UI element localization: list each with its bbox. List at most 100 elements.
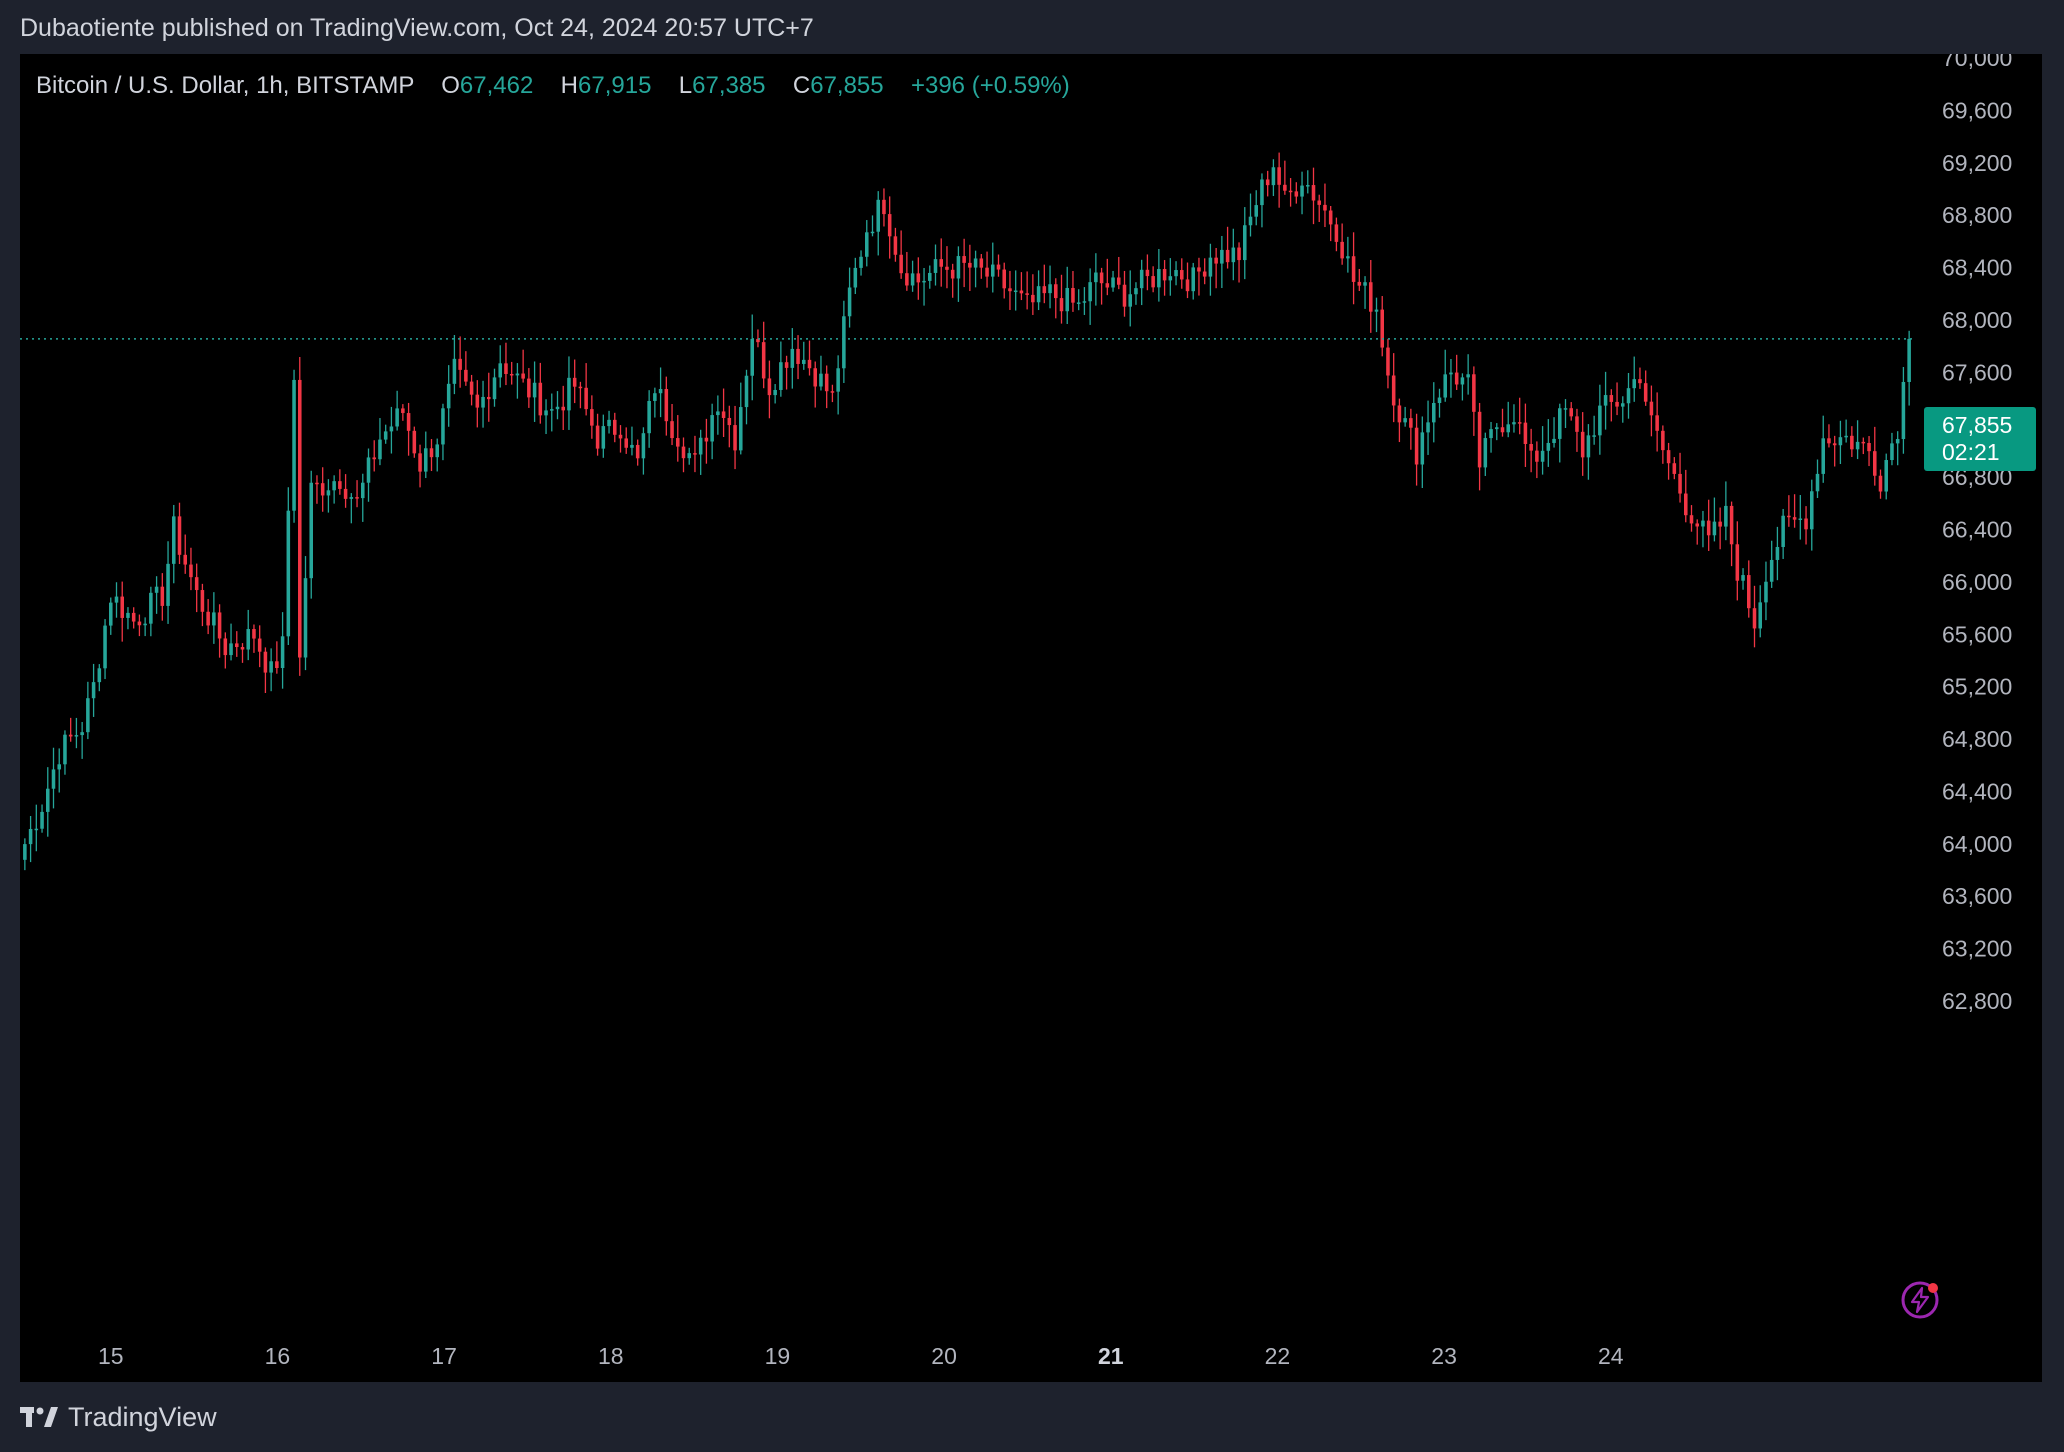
candle — [1517, 397, 1522, 435]
candle — [1569, 402, 1574, 421]
candle — [257, 625, 262, 668]
candle — [1271, 159, 1276, 197]
candle — [647, 390, 651, 448]
x-tick-label: 15 — [98, 1343, 124, 1369]
candle — [796, 335, 800, 380]
candle — [1139, 259, 1144, 306]
candle — [653, 387, 657, 418]
candle — [630, 426, 634, 456]
candle — [1231, 228, 1236, 281]
candle — [326, 479, 331, 513]
candle — [1901, 366, 1906, 454]
candle — [710, 403, 714, 460]
footer-brand[interactable]: TradingView — [20, 1402, 217, 1433]
candle — [1254, 190, 1259, 226]
candle — [1724, 481, 1728, 541]
candle — [830, 384, 835, 403]
candle — [1626, 372, 1631, 419]
candle — [538, 362, 543, 424]
candle — [1019, 272, 1024, 301]
candle — [1197, 257, 1201, 296]
candle — [773, 384, 777, 404]
candle — [693, 435, 697, 473]
candle — [1237, 242, 1241, 283]
candle — [1832, 435, 1837, 467]
lightning-alert-icon[interactable] — [1900, 1280, 1940, 1320]
candle — [309, 470, 314, 599]
candle — [1191, 262, 1196, 300]
candle — [618, 425, 623, 453]
low-value: 67,385 — [692, 72, 766, 99]
candle — [1758, 585, 1763, 638]
candle — [990, 242, 995, 293]
candle — [1426, 400, 1430, 455]
candle — [1764, 561, 1768, 621]
candle — [842, 300, 846, 384]
candle — [1317, 194, 1322, 222]
candle — [1661, 425, 1665, 464]
candle — [922, 267, 926, 306]
candle — [1769, 540, 1774, 588]
candle — [137, 614, 142, 637]
candle — [784, 355, 789, 390]
candle — [893, 227, 898, 262]
candle — [1260, 173, 1264, 228]
candle — [1397, 398, 1402, 443]
candle — [1168, 258, 1173, 296]
y-tick-label: 63,600 — [1942, 883, 2012, 909]
candle — [1460, 373, 1465, 401]
candle — [423, 431, 428, 479]
candle — [1603, 371, 1608, 430]
candle — [704, 418, 709, 464]
candle — [1540, 426, 1545, 475]
candlestick-chart[interactable]: 62,800 63,200 63,600 64,000 64,400 64,800 65,2… — [20, 54, 2042, 1382]
candle — [578, 381, 583, 409]
candle — [521, 349, 525, 383]
y-tick-label: 66,400 — [1942, 517, 2012, 543]
y-tick-label: 68,800 — [1942, 202, 2012, 228]
candle — [601, 414, 606, 458]
tradingview-logo-icon — [20, 1406, 58, 1427]
chart-frame[interactable]: 62,800 63,200 63,600 64,000 64,400 64,800 65,2… — [20, 54, 2042, 1382]
candle — [927, 265, 932, 289]
high-label: H — [560, 72, 579, 99]
candle — [378, 418, 382, 466]
candle — [1368, 260, 1373, 333]
candle — [446, 365, 451, 427]
candle — [1214, 247, 1218, 289]
x-tick-label: 19 — [765, 1343, 791, 1369]
candle — [297, 357, 302, 676]
candle — [813, 361, 818, 408]
candle — [756, 329, 760, 348]
candle — [968, 244, 972, 291]
candle — [870, 215, 875, 237]
candle — [441, 403, 445, 461]
candle — [1145, 254, 1150, 291]
candle — [1683, 469, 1688, 523]
candle — [154, 576, 159, 614]
candle — [143, 617, 147, 637]
candle — [1838, 420, 1843, 464]
candle — [641, 427, 646, 475]
candle — [590, 395, 594, 439]
y-tick-label: 64,400 — [1942, 778, 2012, 804]
candle — [1042, 264, 1047, 304]
candle — [1076, 289, 1081, 311]
candle — [1466, 354, 1470, 395]
candle — [962, 238, 966, 288]
symbol-label[interactable]: Bitcoin / U.S. Dollar, 1h, BITSTAMP — [36, 72, 414, 99]
candle — [355, 480, 359, 508]
candle — [1895, 431, 1900, 466]
candle — [40, 804, 44, 833]
current-price-value: 67,855 — [1942, 412, 2013, 438]
candle — [45, 767, 50, 837]
candle — [716, 395, 720, 435]
candle — [1031, 274, 1035, 315]
candle — [91, 663, 96, 717]
candle — [280, 612, 285, 689]
candle — [1053, 278, 1058, 319]
candle — [1890, 432, 1894, 466]
candle — [698, 429, 703, 475]
candle — [1002, 262, 1007, 299]
candle — [1592, 415, 1596, 445]
